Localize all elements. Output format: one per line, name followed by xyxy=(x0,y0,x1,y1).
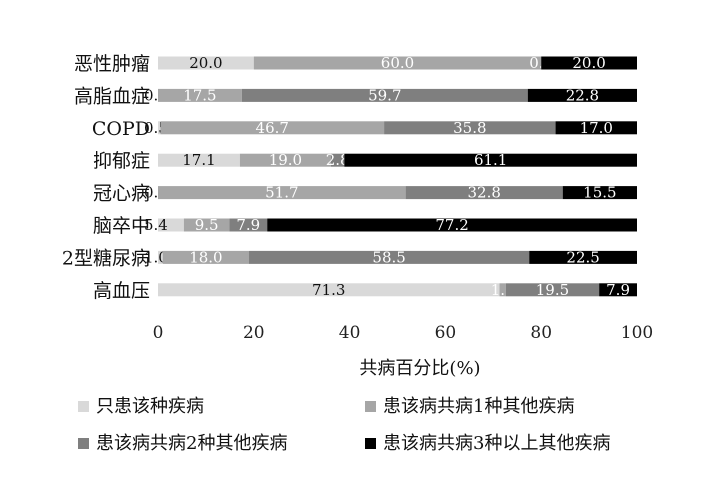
data-label: 7.9 xyxy=(606,281,630,299)
data-label: 32.8 xyxy=(467,184,500,202)
bar-segment xyxy=(529,250,637,264)
bar-segment xyxy=(158,283,500,297)
bar-segment xyxy=(162,250,250,264)
legend-item: 患该病共病3种以上其他疾病 xyxy=(365,433,610,454)
data-label: 22.5 xyxy=(566,248,599,266)
bar-segment xyxy=(344,153,637,167)
legend-label: 患该病共病2种其他疾病 xyxy=(96,433,287,454)
bar-segment xyxy=(241,88,528,102)
x-tick-label: 0 xyxy=(153,323,164,343)
bar-segment xyxy=(158,218,184,232)
data-label: 22.8 xyxy=(566,86,599,104)
legend-item: 患该病共病2种其他疾病 xyxy=(78,433,287,454)
x-tick-label: 100 xyxy=(621,323,653,343)
bar-segment xyxy=(499,283,506,297)
x-tick-label: 80 xyxy=(530,323,552,343)
category-label: 高血压 xyxy=(93,280,150,302)
bar-segment xyxy=(239,153,331,167)
data-label: 61.1 xyxy=(474,151,507,169)
data-label: 9.5 xyxy=(195,216,219,234)
bar-segment xyxy=(158,56,254,70)
data-label: 2.8 xyxy=(326,151,350,169)
bar-segment xyxy=(527,88,637,102)
legend-label: 患该病共病1种其他疾病 xyxy=(383,396,574,417)
bar-segment xyxy=(158,186,406,200)
bar-segment xyxy=(405,186,563,200)
data-label: 46.7 xyxy=(256,119,289,137)
legend-label: 只患该种疾病 xyxy=(96,396,204,417)
legend-swatch xyxy=(78,438,89,449)
bar-segment xyxy=(505,283,600,297)
legend-item: 患该病共病1种其他疾病 xyxy=(365,396,574,417)
legend-swatch xyxy=(78,401,89,412)
x-tick-label: 60 xyxy=(435,323,457,343)
data-label: 20.0 xyxy=(189,54,222,72)
bar-segment xyxy=(160,121,385,135)
data-label: 17.0 xyxy=(580,119,613,137)
x-tick-label: 40 xyxy=(339,323,361,343)
bar-segment xyxy=(599,283,637,297)
data-label: 60.0 xyxy=(381,54,414,72)
bar-segment xyxy=(158,153,240,167)
bar-segment xyxy=(267,218,637,232)
category-label: COPD xyxy=(92,118,150,140)
category-label: 抑郁症 xyxy=(93,150,150,172)
bars-layer: 20.060.00.020.00.017.559.722.80.546.735.… xyxy=(144,54,637,299)
data-label: 77.2 xyxy=(435,216,468,234)
bar-segment xyxy=(555,121,637,135)
category-label: 高脂血症 xyxy=(74,85,150,107)
data-label: 7.9 xyxy=(236,216,260,234)
data-label: 71.3 xyxy=(312,281,345,299)
data-label: 1.0 xyxy=(144,248,168,266)
legend-swatch xyxy=(365,401,376,412)
bar-segment xyxy=(330,153,345,167)
data-label: 19.5 xyxy=(536,281,569,299)
data-label: 5.4 xyxy=(144,216,168,234)
bar-segment xyxy=(158,121,161,135)
data-label: 19.0 xyxy=(269,151,302,169)
category-label: 2型糖尿病 xyxy=(62,247,150,269)
legend-swatch xyxy=(365,438,376,449)
data-label: 35.8 xyxy=(453,119,486,137)
x-tick-label: 20 xyxy=(243,323,265,343)
data-label: 17.1 xyxy=(182,151,215,169)
data-label: 15.5 xyxy=(583,184,616,202)
legend-label: 患该病共病3种以上其他疾病 xyxy=(383,433,610,454)
data-label: 17.5 xyxy=(183,86,216,104)
bar-segment xyxy=(253,56,542,70)
bar-segment xyxy=(229,218,268,232)
data-label: 59.7 xyxy=(368,86,401,104)
x-axis-label: 共病百分比(%) xyxy=(359,358,480,379)
data-label: 18.0 xyxy=(189,248,222,266)
bar-segment xyxy=(562,186,637,200)
bar-segment xyxy=(384,121,556,135)
bar-segment xyxy=(158,88,242,102)
data-label: 58.5 xyxy=(372,248,405,266)
category-label: 冠心病 xyxy=(93,183,150,205)
bar-segment xyxy=(183,218,230,232)
bar-segment xyxy=(541,56,637,70)
legend-item: 只患该种疾病 xyxy=(78,396,204,417)
bar-segment xyxy=(249,250,530,264)
data-label: 51.7 xyxy=(265,184,298,202)
category-label: 恶性肿瘤 xyxy=(74,53,150,75)
category-label: 脑卒中 xyxy=(93,215,150,237)
x-axis: 0 20 40 60 80 100 xyxy=(153,323,654,343)
data-label: 20.0 xyxy=(572,54,605,72)
bar-segment xyxy=(158,250,163,264)
